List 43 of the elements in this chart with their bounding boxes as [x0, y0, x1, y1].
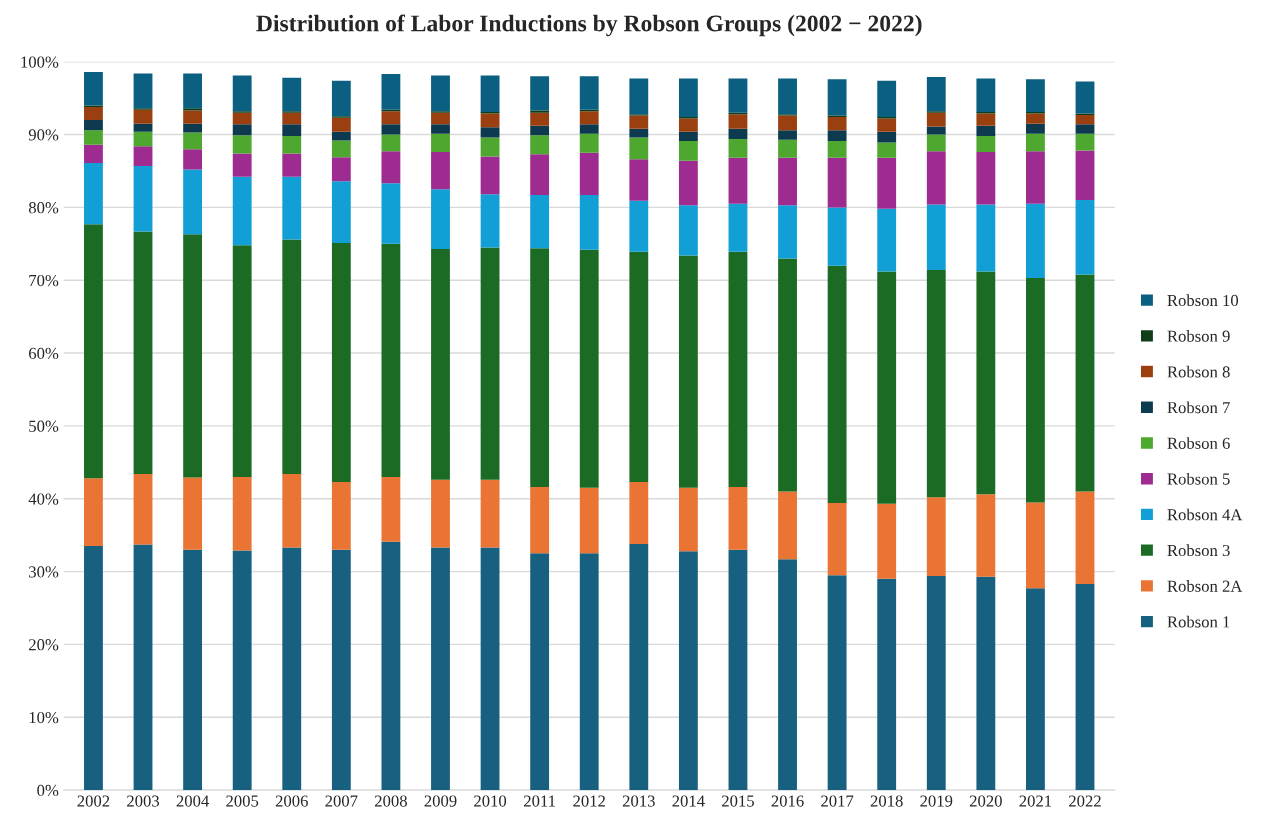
legend-label: Robson 9 — [1167, 330, 1230, 342]
x-tick-label: 2021 — [1019, 795, 1052, 807]
legend-label: Robson 4A — [1167, 508, 1243, 521]
y-tick-label: 70% — [29, 274, 59, 287]
y-tick-label: 40% — [28, 493, 59, 505]
y-tick-label: 90% — [28, 129, 59, 141]
x-tick-label: 2019 — [920, 795, 953, 807]
legend-label: Robson 10 — [1167, 294, 1239, 307]
legend-label: Robson 3 — [1167, 544, 1230, 557]
legend-label: Robson 7 — [1167, 401, 1230, 414]
x-tick-label: 2007 — [325, 795, 358, 807]
y-tick-label: 60% — [29, 347, 59, 360]
y-tick-label: 10% — [29, 711, 59, 724]
x-tick-label: 2008 — [374, 795, 407, 807]
y-tick-label: 50% — [29, 420, 59, 432]
legend-label: Robson 1 — [1167, 615, 1230, 628]
x-tick-label: 2004 — [176, 795, 210, 807]
y-tick-label: 80% — [28, 202, 59, 214]
y-tick-label: 30% — [29, 566, 59, 578]
x-tick-label: 2017 — [821, 795, 854, 807]
x-tick-label: 2018 — [870, 795, 903, 807]
x-tick-label: 2015 — [722, 795, 754, 807]
x-tick-label: 2022 — [1069, 795, 1101, 807]
x-tick-label: 2002 — [77, 795, 110, 807]
chart-title: Distribution of Labor Inductions by Robson Groups (2002 − 2022) — [256, 14, 922, 37]
x-tick-label: 2009 — [424, 795, 457, 807]
x-tick-label: 2006 — [275, 795, 308, 807]
x-tick-label: 2010 — [474, 795, 507, 807]
legend-label: Robson 8 — [1167, 365, 1230, 378]
x-tick-label: 2011 — [524, 795, 555, 807]
x-tick-label: 2005 — [226, 795, 259, 807]
x-tick-label: 2020 — [969, 795, 1002, 807]
y-tick-label: 100% — [21, 56, 59, 68]
legend-label: Robson 6 — [1167, 437, 1230, 449]
x-tick-label: 2016 — [771, 795, 804, 807]
y-tick-label: 0% — [37, 784, 59, 797]
y-tick-label: 20% — [29, 639, 59, 651]
x-tick-label: 2003 — [127, 795, 160, 807]
x-tick-label: 2014 — [672, 795, 705, 807]
x-tick-label: 2012 — [573, 795, 605, 807]
legend-label: Robson 5 — [1167, 472, 1230, 485]
x-tick-label: 2013 — [622, 795, 655, 807]
legend-label: Robson 2A — [1167, 580, 1243, 592]
